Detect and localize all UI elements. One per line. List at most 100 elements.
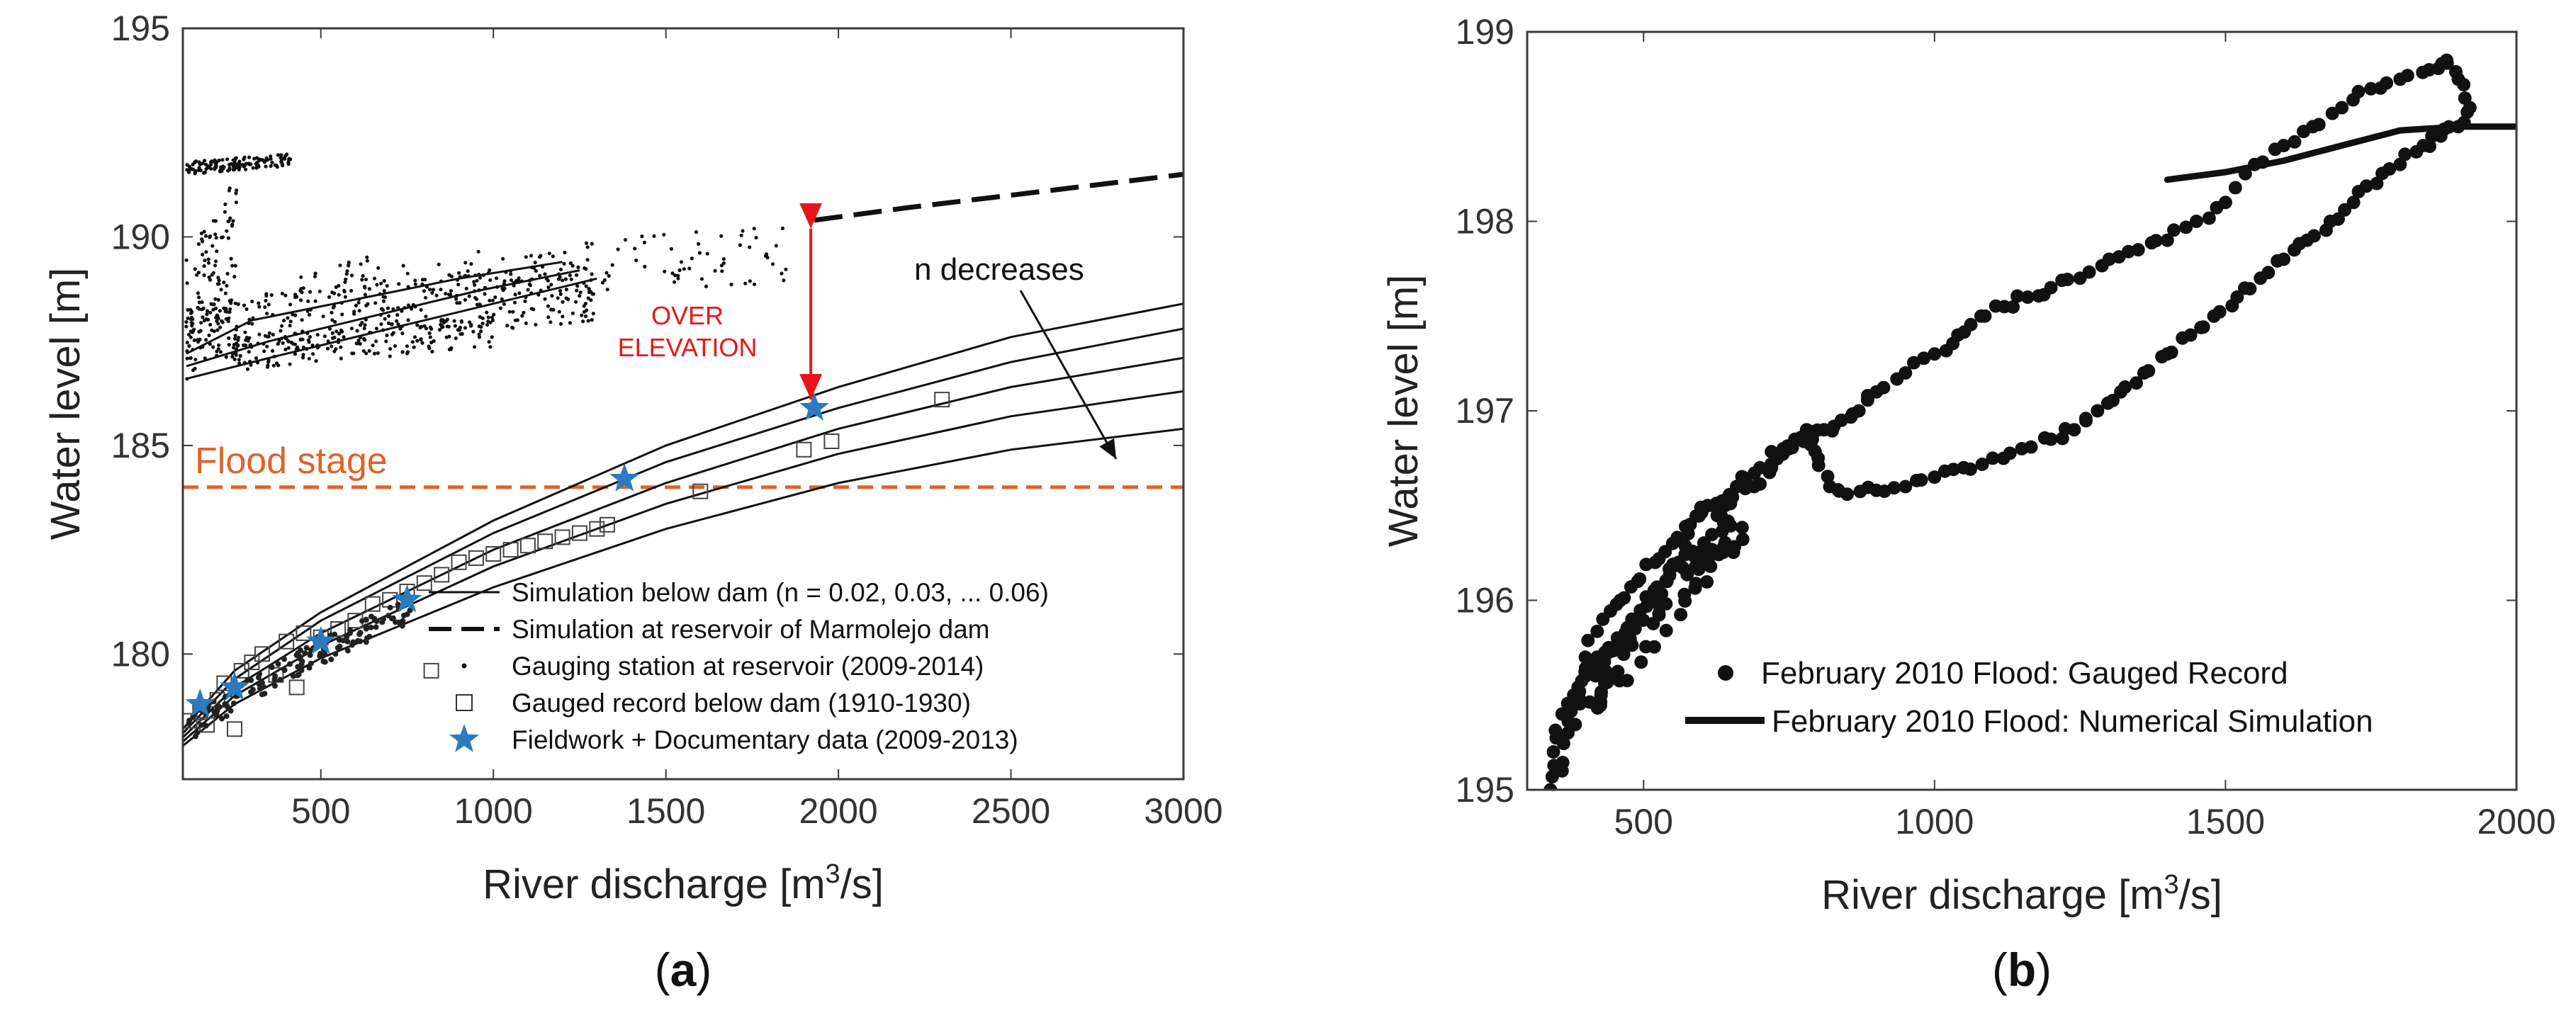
gauged-record-point xyxy=(2218,196,2232,210)
reservoir-gauging-point xyxy=(222,306,226,310)
gauged-record-point xyxy=(2351,185,2366,198)
reservoir-gauging-point xyxy=(191,329,195,334)
reservoir-gauging-point xyxy=(279,329,283,333)
reservoir-gauging-point xyxy=(424,314,428,319)
gauged-record-point xyxy=(1978,309,1992,323)
reservoir-gauging-point xyxy=(446,324,451,329)
reservoir-gauging-point xyxy=(584,284,588,288)
reservoir-gauging-point xyxy=(699,277,704,281)
gauged-record-point xyxy=(1659,574,1673,588)
reservoir-gauging-point xyxy=(218,309,222,313)
reservoir-gauging-point xyxy=(694,230,699,234)
x-tick-label: 1500 xyxy=(2186,802,2265,842)
reservoir-gauging-point xyxy=(607,273,611,278)
reservoir-gauging-point xyxy=(400,350,405,354)
low-discharge-point xyxy=(275,661,281,667)
reservoir-gauging-point xyxy=(586,319,590,323)
legend-square-swatch xyxy=(456,694,473,711)
reservoir-gauging-point xyxy=(590,318,594,322)
reservoir-gauging-point xyxy=(189,356,193,361)
reservoir-gauging-point xyxy=(223,291,227,295)
reservoir-gauging-point xyxy=(362,327,366,331)
gauged-record-point xyxy=(1964,317,1978,332)
reservoir-gauging-point xyxy=(209,166,213,171)
reservoir-gauging-point xyxy=(752,282,757,287)
reservoir-gauging-point xyxy=(330,318,334,322)
gauged-record-point xyxy=(2228,181,2242,195)
reservoir-gauging-point xyxy=(349,288,354,293)
reservoir-gauging-point xyxy=(359,262,363,266)
low-discharge-point xyxy=(299,658,305,664)
reservoir-gauging-point xyxy=(423,295,428,300)
chart-b-legend: February 2010 Flood: Gauged Record Febru… xyxy=(1685,656,2373,739)
reservoir-gauging-point xyxy=(463,298,468,302)
gauged-record-square xyxy=(423,662,439,679)
reservoir-gauging-point xyxy=(365,255,369,259)
reservoir-gauging-point xyxy=(314,359,318,363)
reservoir-gauging-point xyxy=(257,332,261,336)
reservoir-gauging-point xyxy=(246,339,250,343)
gauged-record-point xyxy=(2114,385,2128,399)
gauged-record-square xyxy=(502,542,519,558)
reservoir-gauging-point xyxy=(233,301,237,305)
reservoir-gauging-point xyxy=(459,319,464,324)
gauged-record-point xyxy=(1721,492,1735,505)
reservoir-gauging-point xyxy=(233,334,237,338)
reservoir-gauging-point xyxy=(563,250,567,255)
reservoir-gauging-point xyxy=(513,293,517,297)
low-discharge-point xyxy=(281,656,288,662)
reservoir-gauging-point xyxy=(586,296,590,300)
reservoir-gauging-point xyxy=(580,313,584,317)
reservoir-gauging-point xyxy=(439,317,444,322)
low-discharge-point xyxy=(400,618,406,624)
gauged-record-point xyxy=(1594,685,1608,699)
reservoir-gauging-point xyxy=(372,351,377,356)
reservoir-gauging-point xyxy=(196,291,200,295)
low-discharge-point xyxy=(387,604,393,611)
reservoir-gauging-point xyxy=(264,294,269,298)
reservoir-gauging-point xyxy=(375,283,379,287)
reservoir-gauging-point xyxy=(363,293,368,297)
reservoir-gauging-point xyxy=(780,271,784,276)
reservoir-gauging-point xyxy=(282,318,286,323)
reservoir-gauging-point xyxy=(288,362,292,366)
reservoir-gauging-point xyxy=(283,347,288,351)
legend-item-label: February 2010 Flood: Gauged Record xyxy=(1761,656,2288,691)
x-tick-label: 1000 xyxy=(1895,802,1974,842)
gauged-record-point xyxy=(2082,265,2096,279)
reservoir-gauging-point xyxy=(770,262,775,266)
reservoir-gauging-point xyxy=(738,243,742,247)
reservoir-gauging-point xyxy=(366,302,370,306)
gauged-record-point xyxy=(2287,243,2301,257)
reservoir-gauging-point xyxy=(488,298,492,302)
gauged-record-point xyxy=(2015,442,2029,455)
gauged-record-square xyxy=(364,596,381,612)
reservoir-gauging-point xyxy=(677,268,682,273)
reservoir-gauging-point xyxy=(342,335,346,339)
reservoir-gauging-point xyxy=(211,219,215,223)
low-discharge-point xyxy=(386,613,392,619)
gauged-record-point xyxy=(1899,366,1913,380)
low-discharge-point xyxy=(347,627,353,633)
reservoir-gauging-point xyxy=(748,279,752,283)
reservoir-gauging-point xyxy=(676,273,680,278)
reservoir-gauging-point xyxy=(739,233,743,237)
y-tick-label: 180 xyxy=(111,634,170,674)
reservoir-gauging-point xyxy=(293,352,297,356)
reservoir-gauging-point xyxy=(247,336,252,340)
reservoir-gauging-point xyxy=(371,344,375,348)
reservoir-gauging-point xyxy=(385,333,389,337)
reservoir-gauging-point xyxy=(670,271,675,276)
low-discharge-point xyxy=(248,677,254,684)
gauged-record-point xyxy=(1695,555,1709,569)
reservoir-gauging-point xyxy=(189,311,193,315)
reservoir-gauging-point xyxy=(235,341,239,346)
gauged-record-square xyxy=(485,546,502,562)
gauged-record-point xyxy=(2055,431,2069,446)
reservoir-gauging-point xyxy=(537,255,542,259)
gauged-record-point xyxy=(1726,545,1740,560)
legend-dot-swatch xyxy=(461,663,467,669)
gauged-record-point xyxy=(1634,655,1648,669)
gauged-record-point xyxy=(1700,575,1714,589)
low-discharge-point xyxy=(219,715,225,722)
